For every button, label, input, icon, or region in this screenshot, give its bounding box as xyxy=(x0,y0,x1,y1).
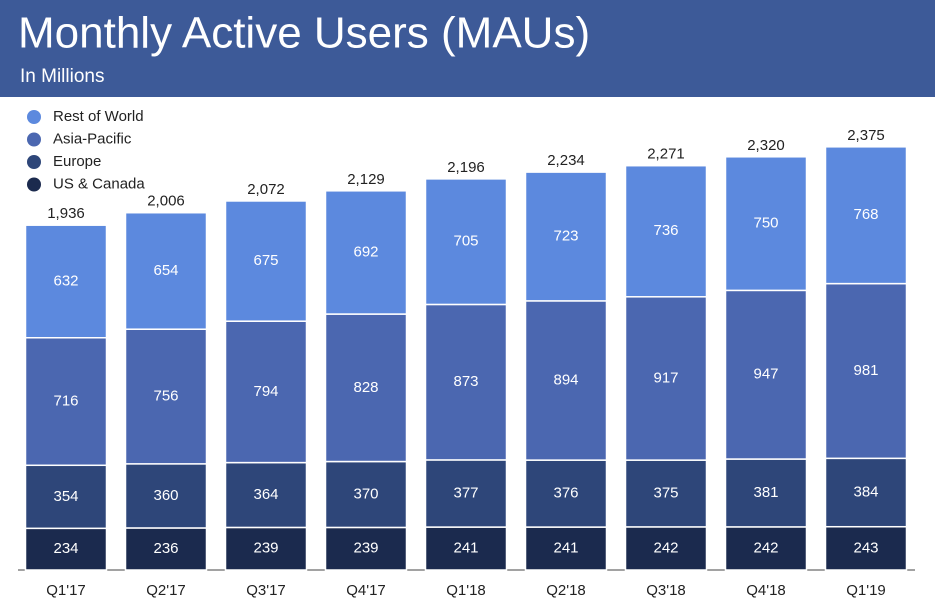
bar-segment xyxy=(424,526,508,571)
total-label: 2,271 xyxy=(647,145,685,162)
value-label: 894 xyxy=(553,371,578,388)
value-label: 692 xyxy=(353,243,378,260)
x-tick-label: Q1'18 xyxy=(446,582,486,599)
bar-segment xyxy=(124,328,208,465)
x-tick-label: Q3'17 xyxy=(246,582,286,599)
bar-segment xyxy=(624,459,708,528)
value-label: 873 xyxy=(453,373,478,390)
value-label: 768 xyxy=(853,206,878,223)
value-label: 828 xyxy=(353,379,378,396)
bar-segment xyxy=(824,146,908,285)
value-label: 981 xyxy=(853,362,878,379)
x-tick-label: Q2'18 xyxy=(546,582,586,599)
total-label: 2,006 xyxy=(147,193,185,210)
chart-subtitle: In Millions xyxy=(20,66,104,87)
total-label: 2,072 xyxy=(247,181,285,198)
bar-segment xyxy=(824,282,908,460)
value-label: 242 xyxy=(753,539,778,556)
value-label: 654 xyxy=(153,262,178,279)
value-label: 723 xyxy=(553,227,578,244)
value-label: 239 xyxy=(253,540,278,557)
value-label: 756 xyxy=(153,387,178,404)
bar-segment xyxy=(624,164,708,298)
value-label: 241 xyxy=(453,540,478,557)
bar-segment xyxy=(124,463,208,529)
bar-segment xyxy=(24,337,108,467)
value-label: 242 xyxy=(653,539,678,556)
legend-swatch xyxy=(27,110,41,124)
bar-segment xyxy=(124,527,208,571)
value-label: 236 xyxy=(153,540,178,557)
value-label: 917 xyxy=(653,369,678,386)
bar-segment xyxy=(424,303,508,461)
bar-segment xyxy=(24,464,108,530)
total-label: 2,129 xyxy=(347,171,385,188)
value-label: 716 xyxy=(53,392,78,409)
bar-segment xyxy=(24,527,108,571)
bar-segment xyxy=(124,211,208,330)
value-label: 750 xyxy=(753,215,778,232)
x-tick-label: Q4'18 xyxy=(746,582,786,599)
value-label: 370 xyxy=(353,485,378,502)
value-label: 632 xyxy=(53,272,78,289)
value-label: 377 xyxy=(453,484,478,501)
value-label: 675 xyxy=(253,252,278,269)
legend-swatch xyxy=(27,132,41,147)
bar-segment xyxy=(524,459,608,528)
bar-segment xyxy=(824,457,908,528)
value-label: 354 xyxy=(53,488,78,505)
x-tick-label: Q2'17 xyxy=(146,582,186,599)
total-label: 1,936 xyxy=(47,205,85,222)
x-tick-label: Q1'19 xyxy=(846,582,886,599)
value-label: 705 xyxy=(453,233,478,250)
value-label: 243 xyxy=(853,539,878,556)
total-label: 2,234 xyxy=(547,152,585,169)
legend-swatch xyxy=(27,155,41,169)
x-tick-label: Q3'18 xyxy=(646,582,686,599)
bar-segment xyxy=(724,156,808,292)
bar-segment xyxy=(324,526,408,571)
value-label: 360 xyxy=(153,487,178,504)
bar-segment xyxy=(224,200,308,322)
legend-swatch xyxy=(27,177,41,192)
value-label: 241 xyxy=(553,540,578,557)
total-label: 2,196 xyxy=(447,159,485,176)
value-label: 381 xyxy=(753,484,778,501)
value-label: 736 xyxy=(653,222,678,239)
chart-title: Monthly Active Users (MAUs) xyxy=(18,9,590,58)
value-label: 239 xyxy=(353,540,378,557)
value-label: 364 xyxy=(253,486,278,503)
bar-segment xyxy=(824,525,908,571)
bar-segment xyxy=(224,526,308,571)
value-label: 375 xyxy=(653,484,678,501)
legend-label: Europe xyxy=(53,153,101,170)
bar-segment xyxy=(524,526,608,571)
value-label: 234 xyxy=(53,540,78,557)
header-banner xyxy=(0,0,935,97)
total-label: 2,320 xyxy=(747,137,785,154)
bar-segment xyxy=(324,190,408,315)
value-label: 947 xyxy=(753,366,778,383)
bar-segment xyxy=(724,458,808,528)
bar-segment xyxy=(524,171,608,302)
legend-label: Rest of World xyxy=(53,108,144,125)
value-label: 376 xyxy=(553,485,578,502)
x-tick-label: Q1'17 xyxy=(46,582,86,599)
total-label: 2,375 xyxy=(847,127,885,144)
bar-segment xyxy=(224,320,308,464)
bar-segment xyxy=(424,178,508,306)
x-tick-label: Q4'17 xyxy=(346,582,386,599)
bar-segment xyxy=(624,296,708,461)
legend-label: US & Canada xyxy=(53,175,145,192)
bar-segment xyxy=(424,459,508,528)
bar-segment xyxy=(24,224,108,339)
value-label: 794 xyxy=(253,383,278,400)
bar-segment xyxy=(324,313,408,463)
legend-label: Asia-Pacific xyxy=(53,130,132,147)
value-label: 384 xyxy=(853,483,878,500)
